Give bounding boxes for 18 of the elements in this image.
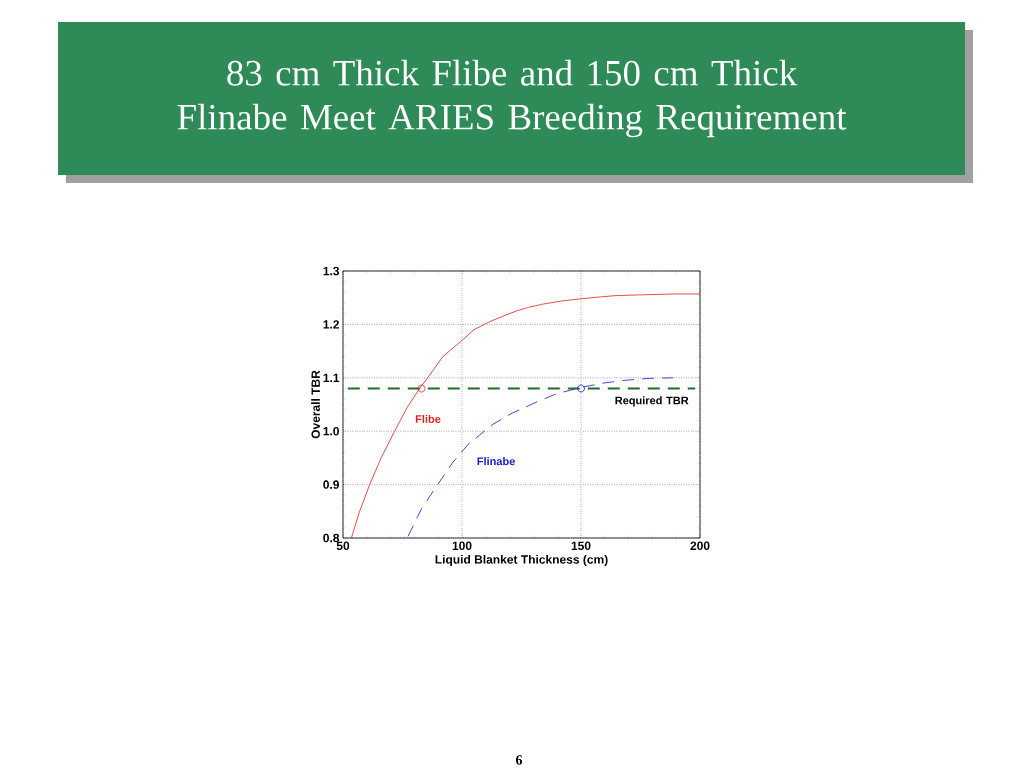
line-series	[350, 293, 701, 539]
ref-line-label: Required TBR	[615, 396, 689, 407]
x-axis-title: Liquid Blanket Thickness (cm)	[435, 554, 608, 567]
x-tick-label: 100	[452, 541, 472, 551]
y-axis-title: Overall TBR	[311, 370, 320, 439]
text: 6	[516, 755, 523, 765]
y-tick-label: 1.2	[323, 320, 339, 329]
y-tick-label: 1.1	[323, 373, 340, 382]
y-tick-label: 1.0	[323, 426, 339, 436]
series-label: Flibe	[415, 414, 441, 423]
y-tick-label: 1.3	[323, 266, 340, 276]
chart-title: 83 cm Thick Flibe and 150 cm Thick Flinabe Meet ARIES Breeding Requirement	[177, 59, 847, 138]
series-label: Flinabe	[477, 457, 515, 466]
y-tick-label: 0.8	[323, 533, 340, 543]
x-tick-label: 50	[336, 541, 350, 551]
x-tick-label: 150	[571, 541, 591, 551]
y-tick-label: 0.9	[323, 480, 340, 489]
x-tick-label: 200	[690, 541, 710, 551]
